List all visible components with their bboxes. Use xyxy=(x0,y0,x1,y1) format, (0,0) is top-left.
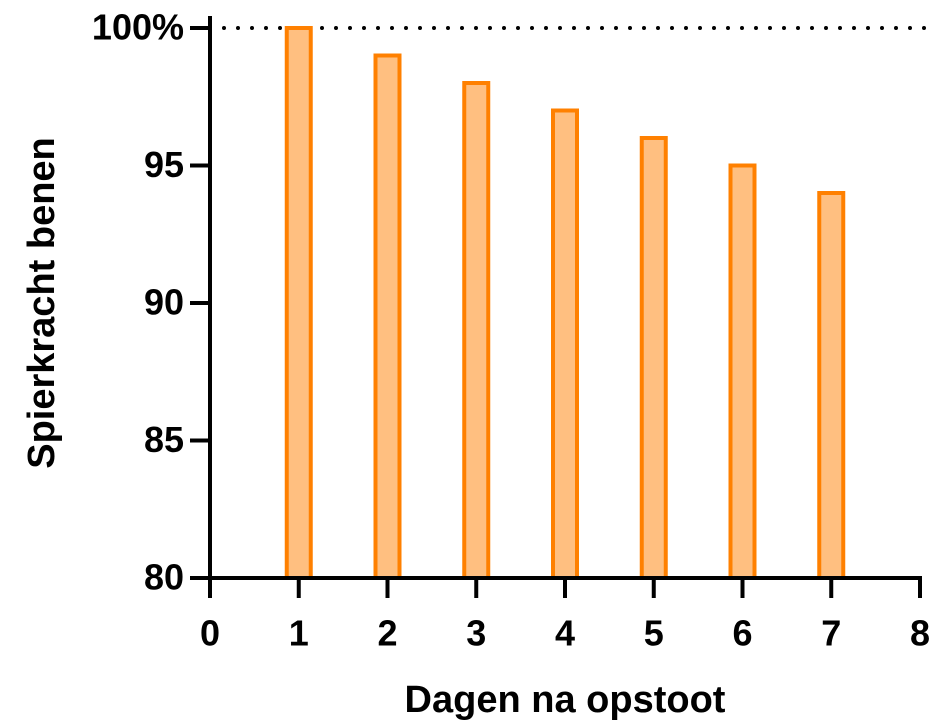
bar xyxy=(462,81,491,580)
y-tick-label: 95 xyxy=(144,144,184,185)
x-tick-label: 5 xyxy=(644,613,664,654)
bar xyxy=(817,191,846,580)
x-tick-label: 6 xyxy=(732,613,752,654)
y-tick-label: 85 xyxy=(144,419,184,460)
x-tick-label: 3 xyxy=(466,613,486,654)
bar xyxy=(551,108,579,580)
y-tick-label: 90 xyxy=(144,282,184,323)
bar xyxy=(639,136,668,580)
y-tick-label: 80 xyxy=(144,557,184,598)
x-tick-label: 0 xyxy=(200,613,220,654)
y-axis-label: Spierkracht benen xyxy=(21,137,63,469)
y-tick-label: 100% xyxy=(92,7,184,48)
x-tick-label: 4 xyxy=(555,613,575,654)
bar xyxy=(728,163,757,580)
x-tick-label: 8 xyxy=(910,613,930,654)
x-tick-label: 1 xyxy=(289,613,309,654)
bar xyxy=(284,26,313,580)
x-axis-label: Dagen na opstoot xyxy=(405,679,726,721)
x-tick-label: 2 xyxy=(377,613,397,654)
bar xyxy=(373,53,402,580)
x-tick-label: 7 xyxy=(821,613,841,654)
